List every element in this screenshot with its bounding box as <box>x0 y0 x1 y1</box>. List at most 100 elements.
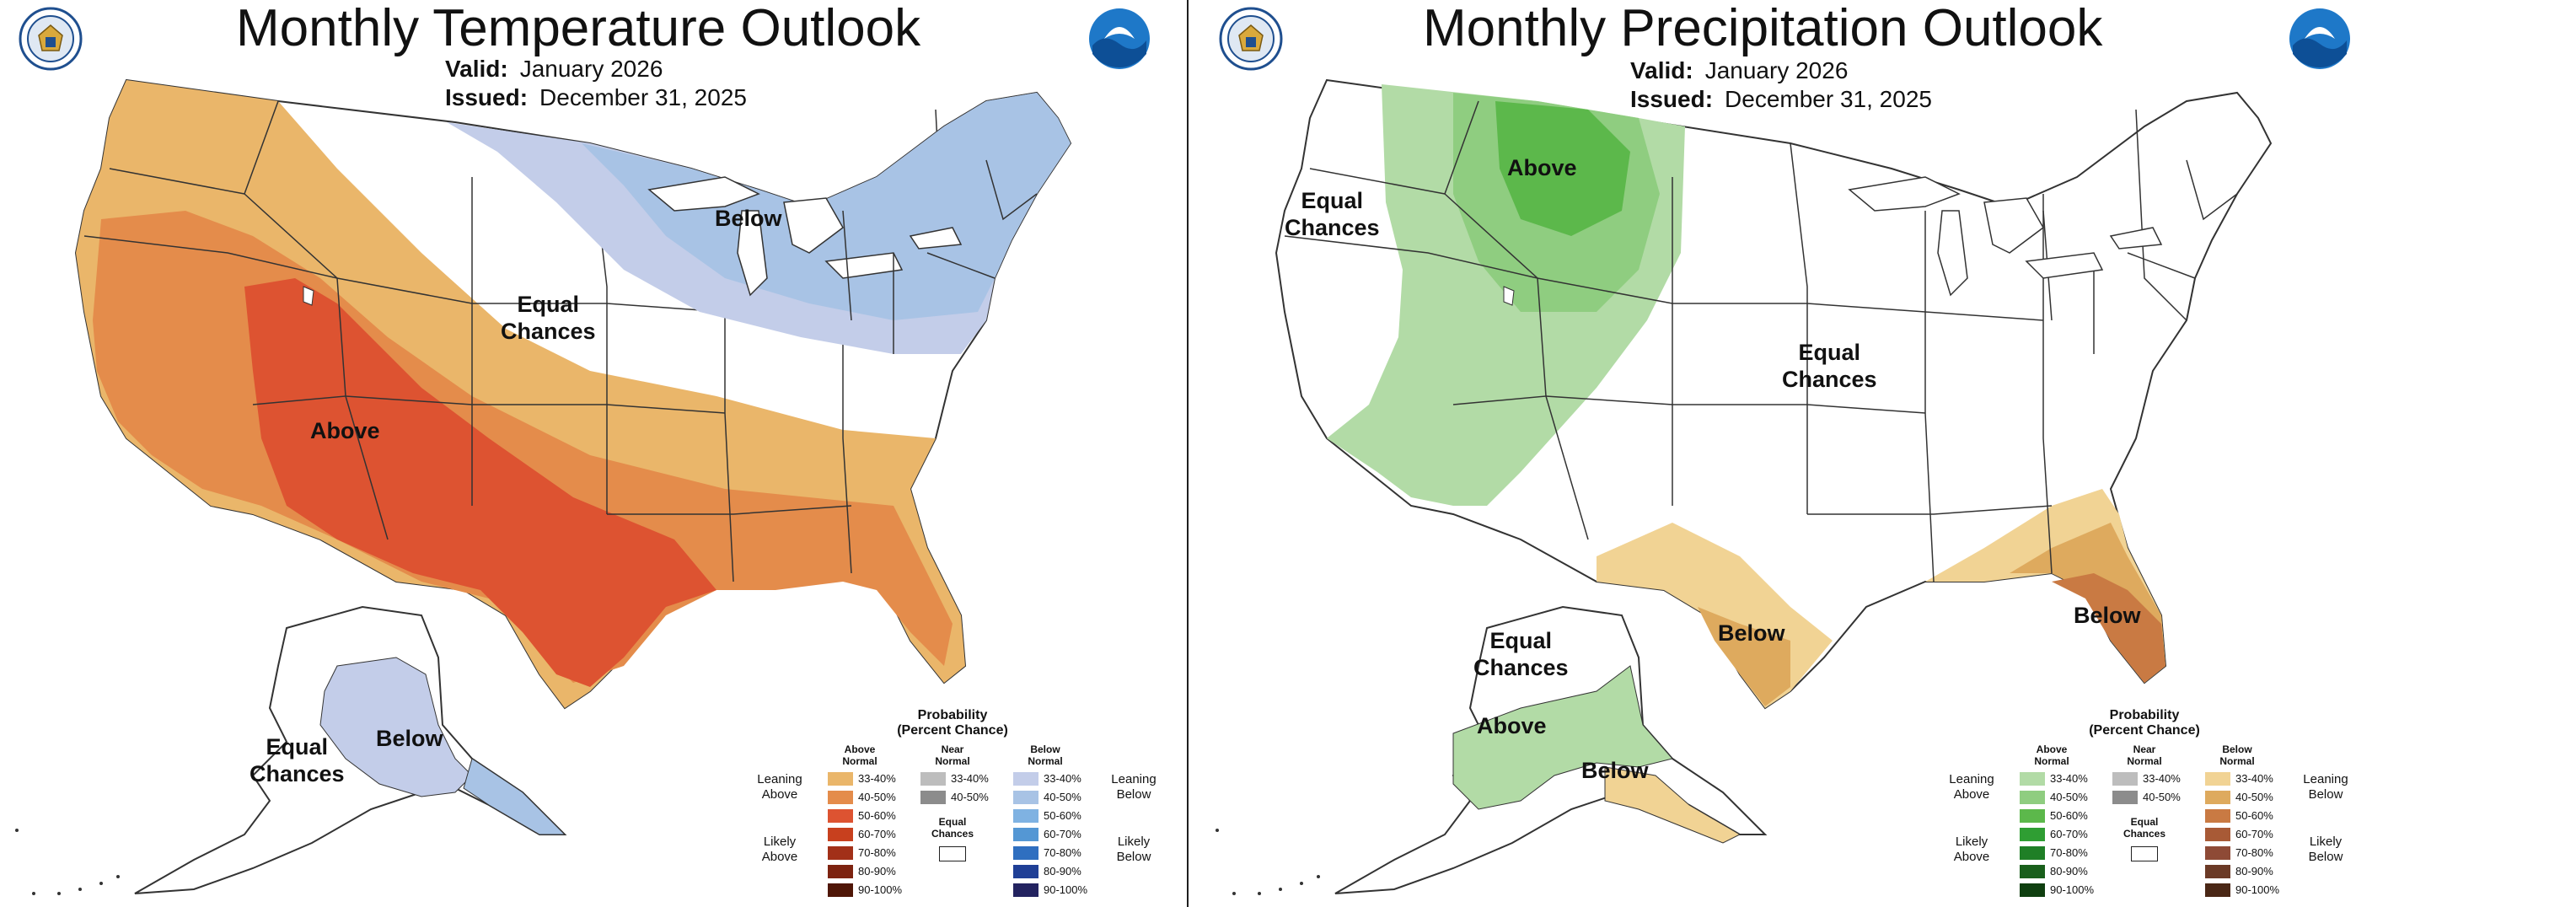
above-word: Above <box>761 787 798 802</box>
legend-range-label: 40-50% <box>2143 791 2181 803</box>
legend-swatch <box>1013 828 1038 841</box>
equal-word: Equal <box>517 292 580 317</box>
alaska-above-33-40 <box>1452 665 1673 810</box>
legend-swatch <box>2205 809 2230 823</box>
chances-word: Chances <box>1285 215 1380 240</box>
legend-normal-word: Normal <box>1028 755 1063 767</box>
legend-below-header: Below Normal <box>2208 743 2267 767</box>
legend-range-label: 80-90% <box>858 865 896 877</box>
chances-word: Chances <box>501 319 596 344</box>
legend-swatch <box>828 846 853 860</box>
legend-title: Probability (Percent Chance) <box>2069 708 2220 738</box>
below-word: Below <box>2308 850 2343 864</box>
legend-range-label: 70-80% <box>858 846 896 859</box>
above-word: Above <box>1953 850 1990 864</box>
legend-normal-word: Normal <box>2219 755 2255 767</box>
legend-range-label: 60-70% <box>858 828 896 840</box>
equal-word: Equal <box>2130 816 2159 828</box>
legend-range-label: 60-70% <box>1044 828 1081 840</box>
leaning-word: Leaning <box>1111 772 1157 786</box>
precipitation-legend: Probability (Percent Chance) Above Norma… <box>1942 708 2380 902</box>
legend-range-label: 33-40% <box>2143 772 2181 785</box>
legend-leaning-below: Leaning Below <box>1104 772 1163 802</box>
legend-likely-above: Likely Above <box>750 835 809 865</box>
legend-range-label: 90-100% <box>858 883 903 896</box>
legend-range-label: 40-50% <box>951 791 989 803</box>
legend-near-header: Near Normal <box>2115 743 2174 767</box>
legend-range-label: 33-40% <box>2050 772 2088 785</box>
legend-title-line2: (Percent Chance) <box>897 723 1008 738</box>
temp-label-equal-chances: Equal Chances <box>501 291 596 345</box>
legend-range-label: 33-40% <box>2235 772 2273 785</box>
legend-near-word: Near <box>2133 743 2156 755</box>
legend-swatch <box>828 828 853 841</box>
leaning-word: Leaning <box>1949 772 1994 786</box>
precip-label-alaska-above: Above <box>1477 713 1547 738</box>
legend-swatch <box>920 772 946 786</box>
legend-range-label: 60-70% <box>2235 828 2273 840</box>
legend-leaning-above: Leaning Above <box>1942 772 2001 802</box>
legend-range-label: 50-60% <box>2050 809 2088 822</box>
valid-value: January 2026 <box>1704 57 1849 83</box>
likely-word: Likely <box>2309 835 2343 849</box>
chances-word: Chances <box>2123 828 2166 840</box>
great-salt-lake <box>1503 286 1515 306</box>
legend-range-label: 80-90% <box>2235 865 2273 877</box>
chances-word: Chances <box>250 761 345 786</box>
temp-label-alaska-equal: Equal Chances <box>250 733 345 787</box>
legend-equal-chances: Equal Chances <box>2115 816 2174 840</box>
legend-swatch <box>1013 772 1038 786</box>
noaa-logo-icon <box>2289 8 2350 69</box>
issued-label: Issued: <box>1630 86 1714 112</box>
legend-range-label: 33-40% <box>1044 772 1081 785</box>
issued-line: Issued: December 31, 2025 <box>1630 86 1932 113</box>
legend-swatch <box>1013 809 1038 823</box>
legend-swatch <box>828 809 853 823</box>
legend-range-label: 40-50% <box>858 791 896 803</box>
precip-label-above: Above <box>1507 155 1577 180</box>
legend-range-label: 40-50% <box>2235 791 2273 803</box>
legend-leaning-below: Leaning Below <box>2296 772 2355 802</box>
likely-word: Likely <box>1955 835 1988 849</box>
legend-equal-chances: Equal Chances <box>923 816 982 840</box>
issued-label: Issued: <box>445 84 529 110</box>
legend-swatch <box>2205 865 2230 878</box>
state-lines <box>1284 100 2238 582</box>
legend-range-label: 80-90% <box>2050 865 2088 877</box>
legend-below-header: Below Normal <box>1016 743 1075 767</box>
equal-word: Equal <box>1798 340 1861 365</box>
precip-below-fl-50-60 <box>2052 573 2165 683</box>
valid-label: Valid: <box>1630 57 1693 83</box>
chances-word: Chances <box>931 828 974 840</box>
precip-label-alaska-equal: Equal Chances <box>1473 627 1569 681</box>
legend-swatch <box>2020 865 2045 878</box>
legend-range-label: 50-60% <box>858 809 896 822</box>
chances-word: Chances <box>1473 655 1569 680</box>
valid-label: Valid: <box>445 56 508 82</box>
legend-swatch <box>2205 791 2230 804</box>
legend-equal-chances-swatch <box>2131 846 2158 861</box>
legend-title-line2: (Percent Chance) <box>2089 723 2200 738</box>
leaning-word: Leaning <box>757 772 802 786</box>
temperature-outlook-panel: Monthly Temperature Outlook Valid: Januar… <box>0 0 1187 907</box>
precip-label-equal-central: Equal Chances <box>1782 339 1877 393</box>
temp-above-50-60 <box>244 278 716 687</box>
legend-swatch <box>1013 883 1038 897</box>
legend-above-header: Above Normal <box>830 743 889 767</box>
legend-swatch <box>2112 772 2138 786</box>
legend-swatch <box>2020 883 2045 897</box>
above-word: Above <box>761 850 798 864</box>
equal-word: Equal <box>1489 628 1553 653</box>
alaska-below-33-40 <box>1604 766 1741 844</box>
below-word: Below <box>2308 787 2343 802</box>
below-word: Below <box>1116 787 1151 802</box>
precipitation-outlook-panel: Monthly Precipitation Outlook Valid: Janu… <box>1200 0 2387 907</box>
temp-label-above: Above <box>310 418 380 443</box>
precip-label-equal-west: Equal Chances <box>1285 187 1380 241</box>
precipitation-map <box>1216 78 2273 895</box>
legend-normal-word: Normal <box>2034 755 2069 767</box>
alaska-panhandle-below <box>463 758 566 835</box>
issued-line: Issued: December 31, 2025 <box>445 84 747 111</box>
above-word: Above <box>1953 787 1990 802</box>
legend-range-label: 70-80% <box>2050 846 2088 859</box>
